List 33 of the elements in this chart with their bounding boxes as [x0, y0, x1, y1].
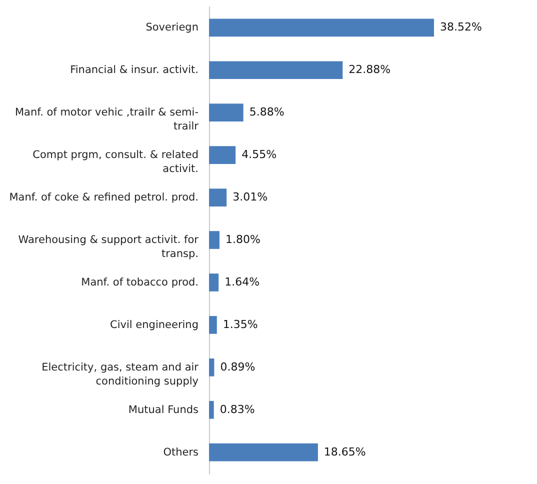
data-label: 38.52% — [440, 20, 482, 34]
data-label: 1.64% — [224, 275, 260, 288]
y-tick-label: Warehousing & support activit. for transp. — [18, 234, 200, 260]
bar — [209, 400, 214, 419]
y-tick-label: Electricity, gas, steam and air conditioning supply — [42, 361, 200, 388]
bar — [209, 231, 220, 249]
y-tick-label: Compt prgm, consult. & related activit. — [32, 149, 198, 176]
data-label: 5.88% — [249, 106, 284, 119]
y-tick-label: Manf. of motor vehic ,trailr & semi-trailr — [14, 106, 200, 133]
bar — [209, 443, 318, 462]
data-label: 3.01% — [232, 190, 268, 204]
bar — [209, 146, 236, 164]
bar — [209, 61, 343, 80]
data-label: 18.65% — [324, 445, 366, 458]
bar — [209, 274, 219, 292]
data-label: 0.89% — [220, 360, 256, 374]
bar — [209, 316, 217, 334]
data-label: 4.55% — [242, 148, 277, 162]
y-tick-label: Soveriegn — [146, 22, 198, 34]
y-tick-label: Others — [163, 446, 198, 458]
y-tick-label: Mutual Funds — [128, 404, 198, 416]
data-label: 1.35% — [222, 318, 258, 331]
y-tick-label: Manf. of tobacco prod. — [81, 276, 198, 288]
data-label: 22.88% — [348, 63, 391, 76]
bar — [209, 188, 227, 206]
bar — [209, 18, 434, 37]
bar — [209, 104, 244, 122]
data-label: 0.83% — [220, 402, 255, 416]
y-tick-label: Financial & insur. activit. — [70, 64, 198, 76]
y-tick-label: Manf. of coke & refined petrol. prod. — [9, 192, 198, 204]
data-label: 1.80% — [226, 233, 260, 246]
bar — [209, 358, 214, 376]
y-tick-label: Civil engineering — [110, 318, 198, 331]
